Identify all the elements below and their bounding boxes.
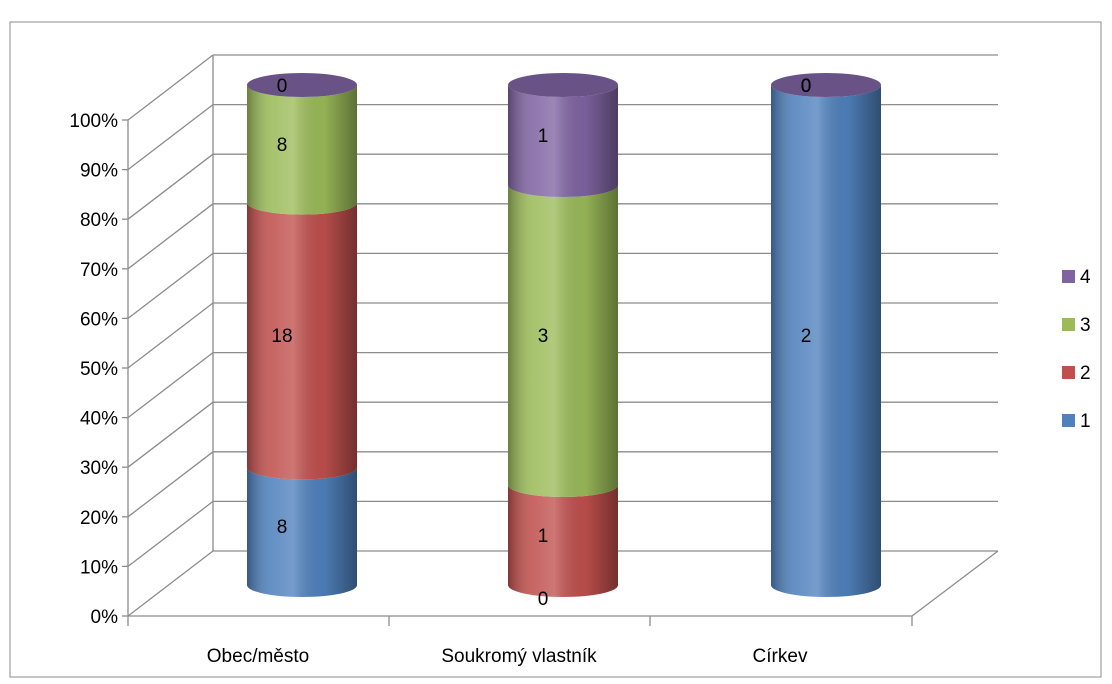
y-tick-label: 60% <box>80 309 118 330</box>
legend-label: 3 <box>1080 315 1091 336</box>
cylinder-1: 0 1 3 1 <box>508 73 618 610</box>
y-tick-label: 70% <box>80 260 118 281</box>
cylinder-top-cap <box>247 73 357 97</box>
legend-label: 4 <box>1080 267 1091 288</box>
y-tick-label: 20% <box>80 508 118 529</box>
floor-right-edge <box>911 550 999 617</box>
legend: 4 3 2 1 <box>1062 267 1091 432</box>
data-label: 0 <box>538 589 549 610</box>
cylinder-top-cap <box>508 73 618 97</box>
data-label: 0 <box>801 76 812 97</box>
y-tick-label: 100% <box>69 111 118 132</box>
cylinder-0: 8 18 8 0 <box>247 73 357 597</box>
bar-segment-shading <box>247 202 357 480</box>
data-label: 8 <box>277 517 288 538</box>
data-label: 1 <box>538 126 549 147</box>
data-label: 3 <box>538 326 549 347</box>
bar-segment-shading <box>247 467 357 597</box>
bar-segment-shading <box>508 85 618 197</box>
legend-swatch <box>1062 366 1075 379</box>
y-tick-label: 10% <box>80 557 118 578</box>
y-tick-label: 50% <box>80 359 118 380</box>
y-tick-label: 0% <box>91 607 119 628</box>
bar-segment-shading <box>771 85 881 597</box>
data-label: 0 <box>801 76 812 97</box>
y-tick-label: 90% <box>80 161 118 182</box>
legend-label: 1 <box>1080 411 1091 432</box>
gridline-side <box>127 550 214 617</box>
gridline-side <box>127 500 214 567</box>
legend-swatch <box>1062 318 1075 331</box>
data-label: 0 <box>801 76 812 97</box>
data-label: 0 <box>277 76 288 97</box>
bar-segment-shading <box>247 85 357 215</box>
legend-label: 2 <box>1080 363 1091 384</box>
gridline-side <box>127 54 214 121</box>
bar-segment-shading <box>508 485 618 597</box>
x-axis-category-labels: Obec/město Soukromý vlastník Církev <box>207 646 808 667</box>
y-axis-tick-labels: 0% 10% 20% 30% 40% 50% 60% 70% 80% 90% 100% <box>69 111 118 628</box>
x-category-label: Soukromý vlastník <box>441 646 597 667</box>
data-label: 1 <box>538 526 549 547</box>
legend-swatch <box>1062 414 1075 427</box>
bar-segment-shading <box>508 185 618 497</box>
y-tick-label: 40% <box>80 409 118 430</box>
gridline-side <box>127 352 214 419</box>
data-label: 18 <box>271 326 292 347</box>
legend-swatch <box>1062 270 1075 283</box>
x-category-label: Obec/město <box>207 646 309 667</box>
cylinder-top-cap <box>771 73 881 97</box>
data-label: 2 <box>801 326 812 347</box>
gridline-side <box>127 302 214 369</box>
y-tick-label: 30% <box>80 458 118 479</box>
data-label: 8 <box>277 135 288 156</box>
gridline-side <box>127 451 214 518</box>
gridline-side <box>127 203 214 270</box>
gridline-side <box>127 153 214 220</box>
gridline-side <box>127 104 214 171</box>
gridline-side <box>127 252 214 319</box>
gridline-side <box>127 401 214 468</box>
x-category-label: Církev <box>753 646 808 667</box>
y-tick-label: 80% <box>80 210 118 231</box>
